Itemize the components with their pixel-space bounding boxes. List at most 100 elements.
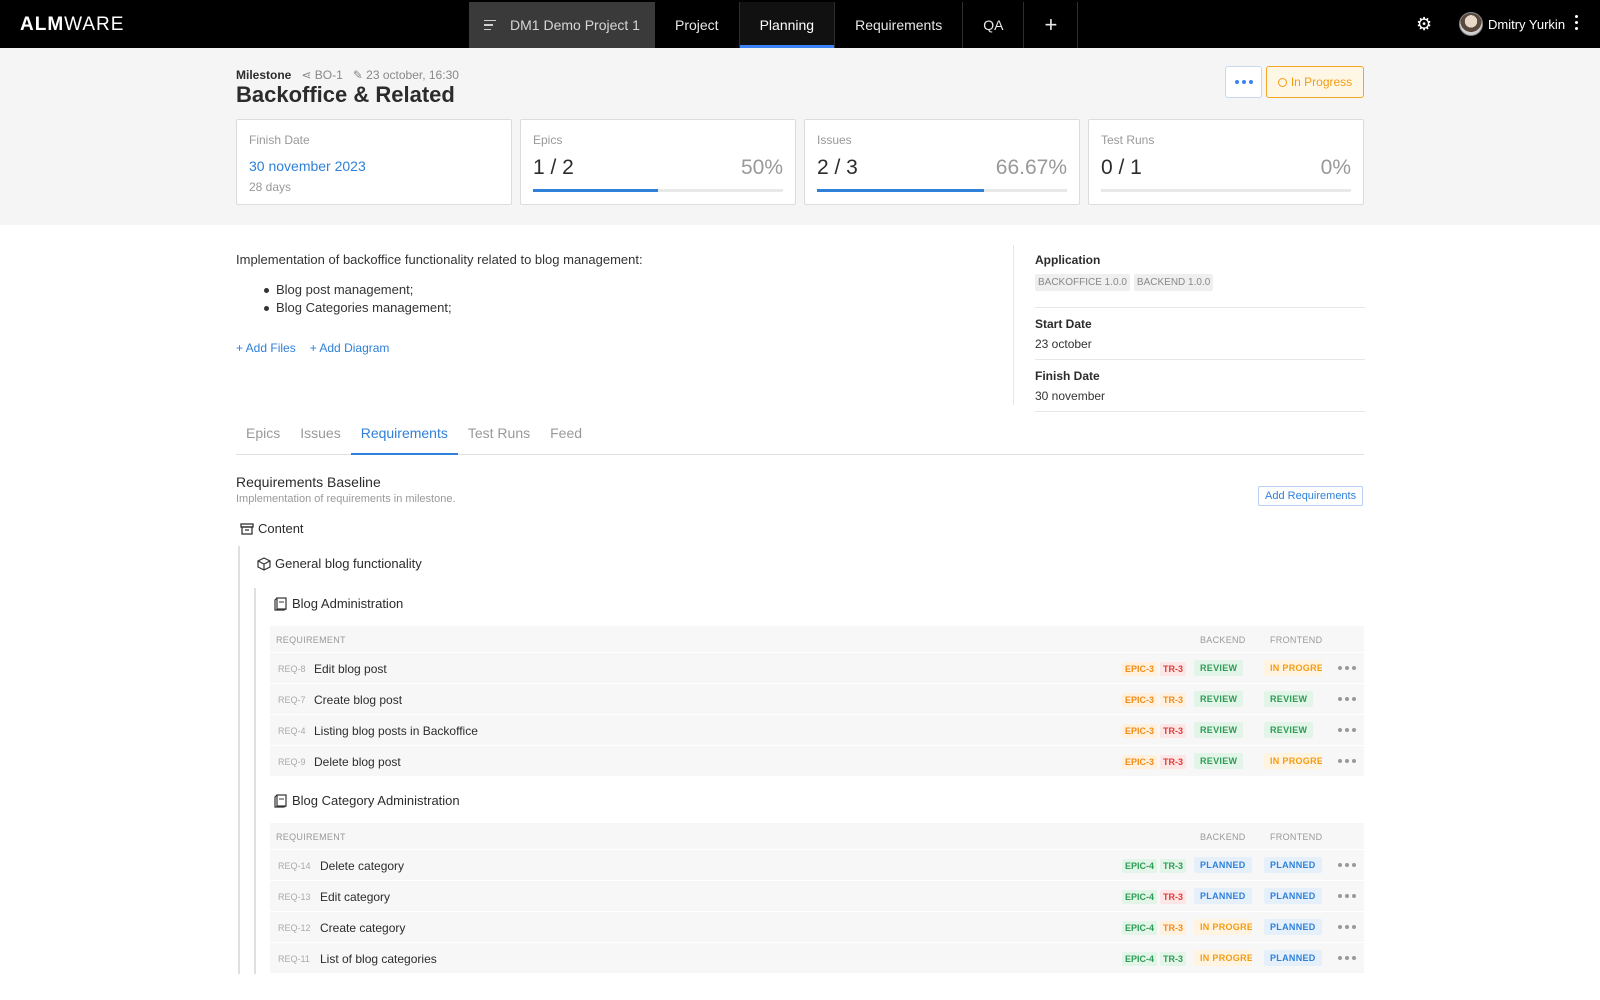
frontend-status-badge[interactable]: IN PROGRESS (1264, 660, 1322, 676)
table-row[interactable]: REQ-9 Delete blog post EPIC-3 TR-3 REVIEW IN … (270, 745, 1364, 776)
test-run-badge[interactable]: TR-3 (1160, 890, 1186, 904)
status-button[interactable]: In Progress (1266, 66, 1364, 98)
test-run-badge[interactable]: TR-3 (1160, 693, 1186, 707)
table-row[interactable]: REQ-14 Delete category EPIC-4 TR-3 PLANNED PL… (270, 849, 1364, 880)
nav-planning[interactable]: Planning (739, 2, 836, 48)
app-logo[interactable]: ALMWARE (20, 14, 125, 35)
project-selector[interactable]: DM1 Demo Project 1 (469, 2, 655, 48)
tree-group-general[interactable]: General blog functionality (257, 556, 422, 571)
table-row[interactable]: REQ-11 List of blog categories EPIC-4 TR-3 I… (270, 942, 1364, 973)
add-files-link[interactable]: + Add Files (236, 341, 296, 355)
frontend-status-badge[interactable]: PLANNED (1264, 857, 1322, 873)
card-label: Finish Date (249, 133, 310, 147)
requirement-id[interactable]: REQ-4 (278, 726, 306, 736)
tree-root-content[interactable]: Content (240, 521, 304, 536)
table-row[interactable]: REQ-4 Listing blog posts in Backoffice EPI… (270, 714, 1364, 745)
tree-section-blog-category-administration[interactable]: Blog Category Administration (274, 793, 460, 808)
epic-badge[interactable]: EPIC-4 (1122, 952, 1158, 966)
requirement-id[interactable]: REQ-12 (278, 923, 311, 933)
requirement-id[interactable]: REQ-8 (278, 664, 306, 674)
backend-status-badge[interactable]: REVIEW (1194, 691, 1244, 707)
epic-badge[interactable]: EPIC-4 (1122, 890, 1158, 904)
tab-issues[interactable]: Issues (300, 425, 341, 441)
requirement-name[interactable]: Delete category (320, 859, 405, 873)
epic-badge[interactable]: EPIC-3 (1122, 693, 1158, 707)
row-more-icon[interactable] (1338, 728, 1356, 732)
milestone-key[interactable]: ⋖ BO-1 (301, 68, 343, 82)
backend-status-badge[interactable]: IN PROGRESS (1194, 919, 1252, 935)
epic-badge[interactable]: EPIC-3 (1122, 724, 1158, 738)
nav-add-button[interactable]: + (1024, 2, 1079, 48)
test-runs-card[interactable]: Test Runs 0 / 1 0% (1088, 119, 1364, 205)
row-more-icon[interactable] (1338, 697, 1356, 701)
application-tag[interactable]: BACKOFFICE 1.0.0 (1035, 274, 1130, 291)
tab-epics[interactable]: Epics (246, 425, 281, 441)
frontend-status-badge[interactable]: PLANNED (1264, 919, 1322, 935)
requirement-name[interactable]: List of blog categories (320, 952, 437, 966)
epic-badge[interactable]: EPIC-3 (1122, 662, 1158, 676)
tab-requirements[interactable]: Requirements (350, 417, 458, 455)
finish-date-side-value[interactable]: 30 november (1035, 389, 1106, 403)
requirement-id[interactable]: REQ-7 (278, 695, 306, 705)
user-name[interactable]: Dmitry Yurkin (1488, 17, 1566, 32)
requirement-name[interactable]: Create category (320, 921, 406, 935)
epic-badge[interactable]: EPIC-3 (1122, 755, 1158, 769)
backend-status-badge[interactable]: PLANNED (1194, 857, 1252, 873)
test-run-badge[interactable]: TR-3 (1160, 859, 1186, 873)
requirement-name[interactable]: Delete blog post (314, 755, 401, 769)
row-more-icon[interactable] (1338, 759, 1356, 763)
row-more-icon[interactable] (1338, 956, 1356, 960)
finish-date-value[interactable]: 30 november 2023 (249, 158, 366, 174)
frontend-status-badge[interactable]: REVIEW (1264, 722, 1314, 738)
epic-badge[interactable]: EPIC-4 (1122, 921, 1158, 935)
requirement-name[interactable]: Edit category (320, 890, 391, 904)
row-more-icon[interactable] (1338, 894, 1356, 898)
test-run-badge[interactable]: TR-3 (1160, 755, 1186, 769)
add-diagram-link[interactable]: + Add Diagram (309, 341, 390, 355)
more-actions-button[interactable] (1225, 66, 1262, 98)
backend-status-badge[interactable]: REVIEW (1194, 660, 1244, 676)
start-date-value[interactable]: 23 october (1035, 337, 1092, 351)
avatar[interactable] (1459, 12, 1483, 36)
requirement-id[interactable]: REQ-14 (278, 861, 311, 871)
frontend-status-badge[interactable]: REVIEW (1264, 691, 1314, 707)
backend-status-badge[interactable]: PLANNED (1194, 888, 1252, 904)
test-run-badge[interactable]: TR-3 (1160, 921, 1186, 935)
row-more-icon[interactable] (1338, 666, 1356, 670)
tree-section-blog-administration[interactable]: Blog Administration (274, 596, 403, 611)
table-row[interactable]: REQ-7 Create blog post EPIC-3 TR-3 REVIEW REV… (270, 683, 1364, 714)
row-more-icon[interactable] (1338, 925, 1356, 929)
nav-project[interactable]: Project (655, 2, 740, 48)
test-run-badge[interactable]: TR-3 (1160, 724, 1186, 738)
table-row[interactable]: REQ-12 Create category EPIC-4 TR-3 IN PROGRE… (270, 911, 1364, 942)
test-run-badge[interactable]: TR-3 (1160, 952, 1186, 966)
gear-icon[interactable]: ⚙ (1416, 14, 1433, 34)
requirement-id[interactable]: REQ-13 (278, 892, 311, 902)
epic-badge[interactable]: EPIC-4 (1122, 859, 1158, 873)
frontend-status-badge[interactable]: IN PROGRESS (1264, 753, 1322, 769)
nav-requirements[interactable]: Requirements (835, 2, 964, 48)
issues-card[interactable]: Issues 2 / 3 66.67% (804, 119, 1080, 205)
backend-status-badge[interactable]: REVIEW (1194, 722, 1244, 738)
tab-feed[interactable]: Feed (550, 425, 583, 441)
requirement-id[interactable]: REQ-9 (278, 757, 306, 767)
test-run-badge[interactable]: TR-3 (1160, 662, 1186, 676)
kebab-icon[interactable] (1575, 15, 1578, 30)
requirement-id[interactable]: REQ-11 (278, 954, 310, 964)
application-tag[interactable]: BACKEND 1.0.0 (1133, 274, 1214, 291)
row-more-icon[interactable] (1338, 863, 1356, 867)
table-row[interactable]: REQ-13 Edit category EPIC-4 TR-3 PLANNED PLAN… (270, 880, 1364, 911)
requirement-name[interactable]: Create blog post (314, 693, 403, 707)
backend-status-badge[interactable]: IN PROGRESS (1194, 950, 1252, 966)
tab-test-runs[interactable]: Test Runs (467, 425, 531, 441)
table-row[interactable]: REQ-8 Edit blog post EPIC-3 TR-3 REVIEW IN PR… (270, 652, 1364, 683)
requirement-name[interactable]: Listing blog posts in Backoffice (314, 724, 478, 738)
frontend-status-badge[interactable]: PLANNED (1264, 888, 1322, 904)
frontend-status-badge[interactable]: PLANNED (1264, 950, 1322, 966)
add-requirements-button[interactable]: Add Requirements (1258, 486, 1364, 506)
requirement-name[interactable]: Edit blog post (314, 662, 387, 676)
nav-qa[interactable]: QA (963, 2, 1025, 48)
application-block: Application BACKOFFICE 1.0.0 BACKEND 1.0… (1035, 253, 1365, 308)
epics-card[interactable]: Epics 1 / 2 50% (520, 119, 796, 205)
backend-status-badge[interactable]: REVIEW (1194, 753, 1244, 769)
